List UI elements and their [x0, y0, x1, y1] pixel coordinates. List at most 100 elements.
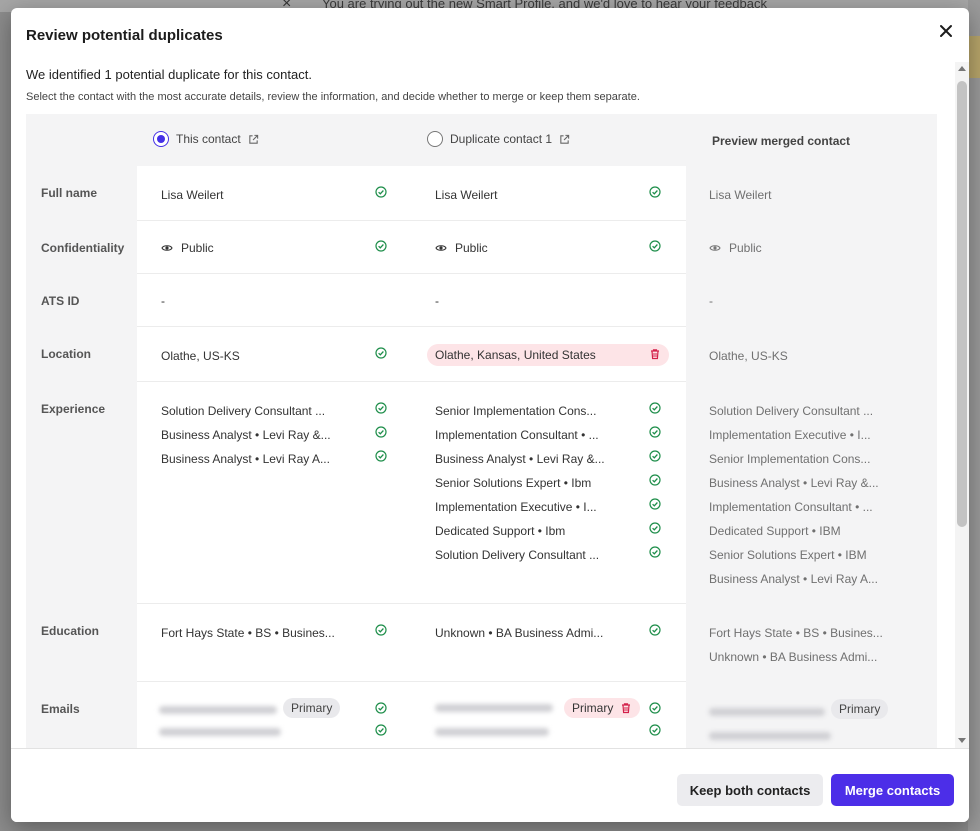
location-label: Location: [41, 347, 91, 361]
merge-contacts-button[interactable]: Merge contacts: [831, 774, 954, 806]
check-circle-icon[interactable]: [649, 702, 661, 714]
this-location[interactable]: Olathe, US-KS: [161, 349, 240, 363]
selectable-columns-card: [137, 166, 686, 748]
this-ats-id[interactable]: -: [161, 294, 165, 308]
preview-education-item: Fort Hays State • BS • Busines...: [709, 626, 883, 640]
preview-experience-item: Implementation Executive • I...: [709, 428, 871, 442]
dup-education-item[interactable]: Unknown • BA Business Admi...: [435, 626, 604, 640]
ats-id-label: ATS ID: [41, 294, 80, 308]
check-circle-icon[interactable]: [649, 474, 661, 486]
duplicate-contact-label: Duplicate contact 1: [450, 132, 553, 146]
external-link-icon[interactable]: [559, 134, 570, 145]
check-circle-icon[interactable]: [375, 702, 387, 714]
preview-confidentiality: Public: [709, 241, 762, 255]
keep-both-contacts-button[interactable]: Keep both contacts: [677, 774, 823, 806]
check-circle-icon[interactable]: [375, 186, 387, 198]
trash-icon[interactable]: [649, 348, 661, 360]
scroll-up-icon[interactable]: [958, 66, 966, 71]
dup-experience-item[interactable]: Implementation Executive • I...: [435, 500, 597, 514]
comparison-grid: This contact Duplicate contact 1 Preview…: [26, 114, 937, 748]
dup-ats-id[interactable]: -: [435, 294, 439, 308]
check-circle-icon[interactable]: [375, 450, 387, 462]
background-close-icon: ×: [282, 0, 292, 12]
dup-email-secondary[interactable]: [435, 728, 549, 736]
dup-location-conflict[interactable]: Olathe, Kansas, United States: [427, 344, 669, 366]
preview-experience-item: Senior Implementation Cons...: [709, 452, 871, 466]
this-experience-item[interactable]: Solution Delivery Consultant ...: [161, 404, 326, 418]
row-divider: [137, 381, 686, 382]
this-contact-header[interactable]: This contact: [153, 131, 259, 147]
preview-experience-item: Solution Delivery Consultant ...: [709, 404, 874, 418]
dup-experience-item[interactable]: Senior Solutions Expert • Ibm: [435, 476, 592, 490]
dup-email-primary[interactable]: [435, 704, 553, 712]
duplicate-contact-header[interactable]: Duplicate contact 1: [427, 131, 570, 147]
dup-experience-item[interactable]: Senior Implementation Cons...: [435, 404, 597, 418]
scroll-down-icon[interactable]: [958, 738, 966, 743]
check-circle-icon[interactable]: [375, 347, 387, 359]
preview-experience-item: Business Analyst • Levi Ray &...: [709, 476, 879, 490]
dup-location: Olathe, Kansas, United States: [435, 348, 596, 362]
dup-experience-item[interactable]: Solution Delivery Consultant ...: [435, 548, 600, 562]
trash-icon[interactable]: [620, 702, 632, 714]
preview-email-primary: [709, 708, 825, 716]
check-circle-icon[interactable]: [649, 402, 661, 414]
check-circle-icon[interactable]: [649, 724, 661, 736]
check-circle-icon[interactable]: [649, 450, 661, 462]
check-circle-icon[interactable]: [649, 498, 661, 510]
dup-experience-item[interactable]: Implementation Consultant • ...: [435, 428, 599, 442]
radio-unselected-icon[interactable]: [427, 131, 443, 147]
check-circle-icon[interactable]: [375, 724, 387, 736]
row-divider: [137, 220, 686, 221]
row-divider: [137, 273, 686, 274]
dup-confidentiality[interactable]: Public: [435, 241, 488, 255]
check-circle-icon[interactable]: [649, 546, 661, 558]
check-circle-icon[interactable]: [375, 240, 387, 252]
dup-primary-badge[interactable]: Primary: [564, 698, 640, 718]
dup-experience-item[interactable]: Business Analyst • Levi Ray &...: [435, 452, 605, 466]
row-divider: [137, 326, 686, 327]
external-link-icon[interactable]: [248, 134, 259, 145]
modal-footer: Keep both contacts Merge contacts: [11, 748, 969, 822]
this-education-item[interactable]: Fort Hays State • BS • Busines...: [161, 626, 335, 640]
eye-icon: [435, 242, 447, 254]
eye-icon: [709, 242, 721, 254]
vertical-scrollbar[interactable]: [955, 62, 969, 748]
check-circle-icon[interactable]: [649, 522, 661, 534]
check-circle-icon[interactable]: [649, 240, 661, 252]
this-email-primary[interactable]: [159, 706, 277, 714]
check-circle-icon[interactable]: [375, 624, 387, 636]
dup-full-name[interactable]: Lisa Weilert: [435, 188, 498, 202]
education-label: Education: [41, 624, 100, 638]
background-right-panel: [968, 0, 980, 831]
check-circle-icon[interactable]: [375, 402, 387, 414]
this-experience-item[interactable]: Business Analyst • Levi Ray &...: [161, 428, 331, 442]
this-email-secondary[interactable]: [159, 728, 281, 736]
dup-experience-item[interactable]: Dedicated Support • Ibm: [435, 524, 566, 538]
scrollbar-thumb[interactable]: [957, 81, 967, 527]
modal-scroll-area[interactable]: We identified 1 potential duplicate for …: [11, 62, 969, 748]
confidentiality-label: Confidentiality: [41, 241, 125, 255]
modal-title: Review potential duplicates: [26, 27, 223, 44]
this-confidentiality[interactable]: Public: [161, 241, 214, 255]
background-feedback-banner: You are trying out the new Smart Profile…: [322, 0, 767, 11]
preview-experience-item: Business Analyst • Levi Ray A...: [709, 572, 878, 586]
this-full-name[interactable]: Lisa Weilert: [161, 188, 224, 202]
eye-icon: [161, 242, 173, 254]
row-divider: [137, 681, 686, 682]
instructions-text: Select the contact with the most accurat…: [26, 91, 640, 103]
preview-experience-item: Implementation Consultant • ...: [709, 500, 873, 514]
check-circle-icon[interactable]: [375, 426, 387, 438]
radio-selected-icon[interactable]: [153, 131, 169, 147]
check-circle-icon[interactable]: [649, 426, 661, 438]
check-circle-icon[interactable]: [649, 186, 661, 198]
experience-label: Experience: [41, 402, 106, 416]
full-name-label: Full name: [41, 186, 98, 200]
check-circle-icon[interactable]: [649, 624, 661, 636]
dup-primary-badge-label: Primary: [572, 701, 614, 715]
this-confidentiality-value: Public: [181, 241, 214, 255]
review-duplicates-modal: Review potential duplicates We identifie…: [11, 8, 969, 822]
close-icon[interactable]: [935, 20, 957, 42]
this-experience-item[interactable]: Business Analyst • Levi Ray A...: [161, 452, 330, 466]
preview-education-item: Unknown • BA Business Admi...: [709, 650, 878, 664]
background-highlight: [968, 36, 980, 78]
